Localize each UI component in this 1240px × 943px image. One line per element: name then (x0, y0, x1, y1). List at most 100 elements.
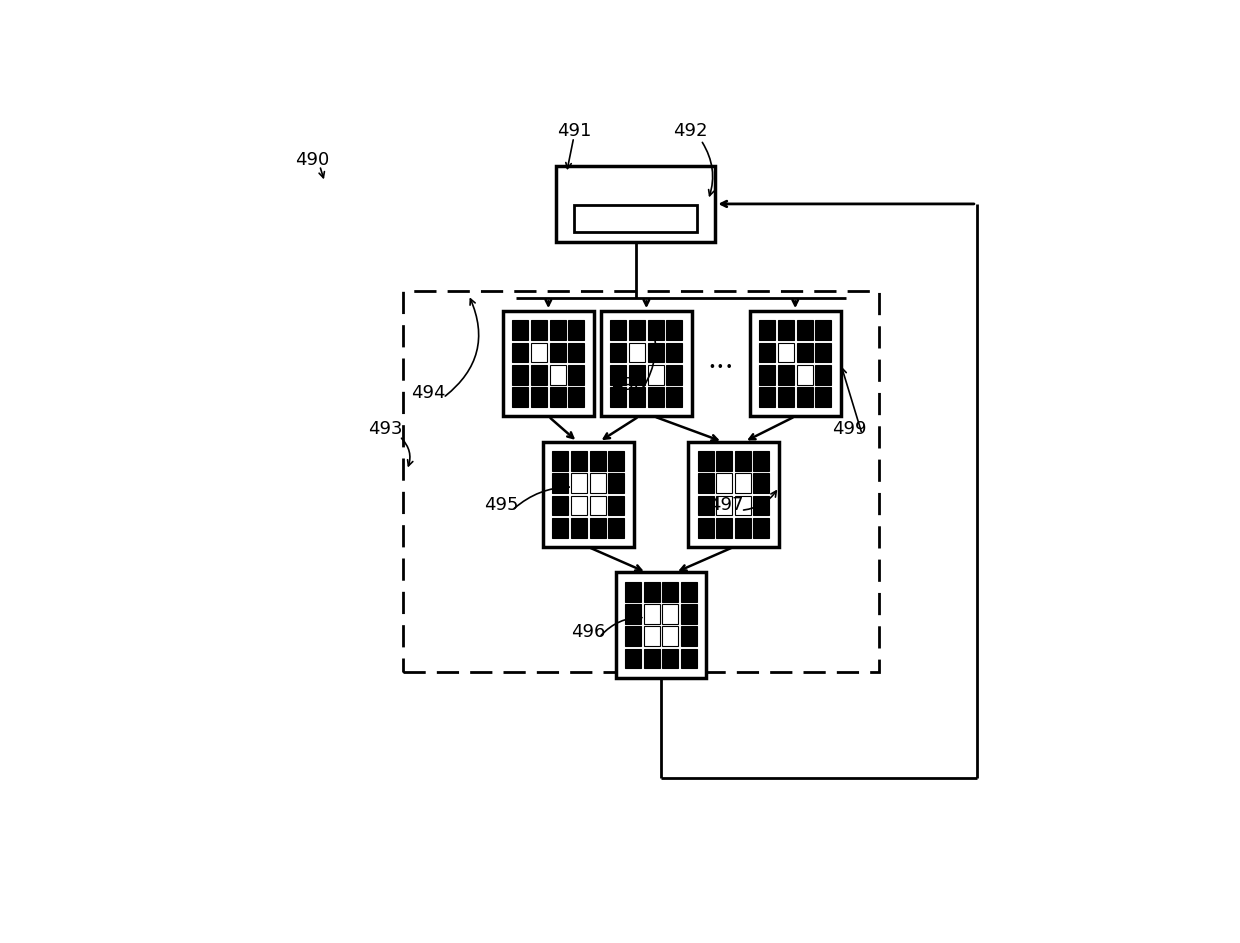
Bar (531, 342, 547, 362)
Bar (698, 451, 713, 471)
Bar (666, 342, 682, 362)
Bar (615, 572, 707, 678)
Bar (552, 451, 568, 471)
Bar (666, 388, 682, 406)
Bar (735, 496, 751, 515)
Bar (796, 342, 812, 362)
Bar (681, 582, 697, 602)
Bar (666, 321, 682, 340)
Bar (568, 342, 584, 362)
Bar (629, 342, 645, 362)
Bar (754, 473, 770, 493)
Bar (601, 311, 692, 416)
Bar (717, 451, 733, 471)
Bar (717, 496, 733, 515)
Text: 491: 491 (557, 123, 591, 141)
Bar (754, 451, 770, 471)
Text: 495: 495 (484, 496, 518, 514)
Bar (512, 342, 528, 362)
Bar (556, 166, 715, 242)
Bar (610, 365, 626, 385)
Bar (549, 365, 565, 385)
Bar (531, 365, 547, 385)
Bar (759, 388, 775, 406)
Bar (625, 604, 641, 623)
Bar (815, 365, 831, 385)
Bar (735, 473, 751, 493)
Bar (629, 365, 645, 385)
Bar (568, 365, 584, 385)
Bar (735, 518, 751, 538)
Bar (552, 473, 568, 493)
Bar (531, 388, 547, 406)
Bar (796, 365, 812, 385)
Bar (570, 496, 587, 515)
Bar (512, 388, 528, 406)
Bar (403, 291, 879, 672)
Bar (754, 496, 770, 515)
Bar (644, 582, 660, 602)
Bar (815, 321, 831, 340)
Bar (796, 388, 812, 406)
Bar (512, 365, 528, 385)
Bar (625, 582, 641, 602)
Bar (610, 321, 626, 340)
Bar (589, 518, 605, 538)
Bar (531, 321, 547, 340)
Bar (549, 342, 565, 362)
Bar (610, 342, 626, 362)
Bar (608, 496, 624, 515)
Bar (589, 451, 605, 471)
Bar (512, 321, 528, 340)
Bar (681, 649, 697, 669)
Bar (717, 473, 733, 493)
Bar (666, 365, 682, 385)
Bar (647, 388, 663, 406)
Text: 492: 492 (673, 123, 707, 141)
Bar (552, 496, 568, 515)
Bar (644, 626, 660, 646)
Bar (644, 649, 660, 669)
Bar (608, 473, 624, 493)
Bar (629, 321, 645, 340)
Bar (777, 388, 794, 406)
Bar (777, 365, 794, 385)
Bar (698, 473, 713, 493)
Bar (688, 441, 779, 547)
Bar (610, 388, 626, 406)
Text: 494: 494 (412, 384, 446, 402)
Bar (647, 342, 663, 362)
Bar (681, 604, 697, 623)
Bar (717, 518, 733, 538)
Bar (735, 451, 751, 471)
Bar (589, 473, 605, 493)
Bar (777, 321, 794, 340)
Bar (608, 518, 624, 538)
Text: 499: 499 (832, 420, 867, 438)
Text: 493: 493 (368, 420, 402, 438)
Bar (570, 451, 587, 471)
Bar (608, 451, 624, 471)
Bar (568, 388, 584, 406)
Bar (759, 321, 775, 340)
Bar (574, 205, 697, 232)
Bar (549, 388, 565, 406)
Bar (570, 518, 587, 538)
Bar (759, 342, 775, 362)
Bar (503, 311, 594, 416)
Bar (750, 311, 841, 416)
Text: 496: 496 (572, 623, 605, 641)
Bar (568, 321, 584, 340)
Bar (647, 365, 663, 385)
Bar (698, 496, 713, 515)
Bar (543, 441, 634, 547)
Bar (796, 321, 812, 340)
Bar (644, 604, 660, 623)
Bar (815, 342, 831, 362)
Bar (815, 388, 831, 406)
Bar (662, 582, 678, 602)
Bar (647, 321, 663, 340)
Bar (698, 518, 713, 538)
Text: 490: 490 (295, 152, 330, 170)
Bar (552, 518, 568, 538)
